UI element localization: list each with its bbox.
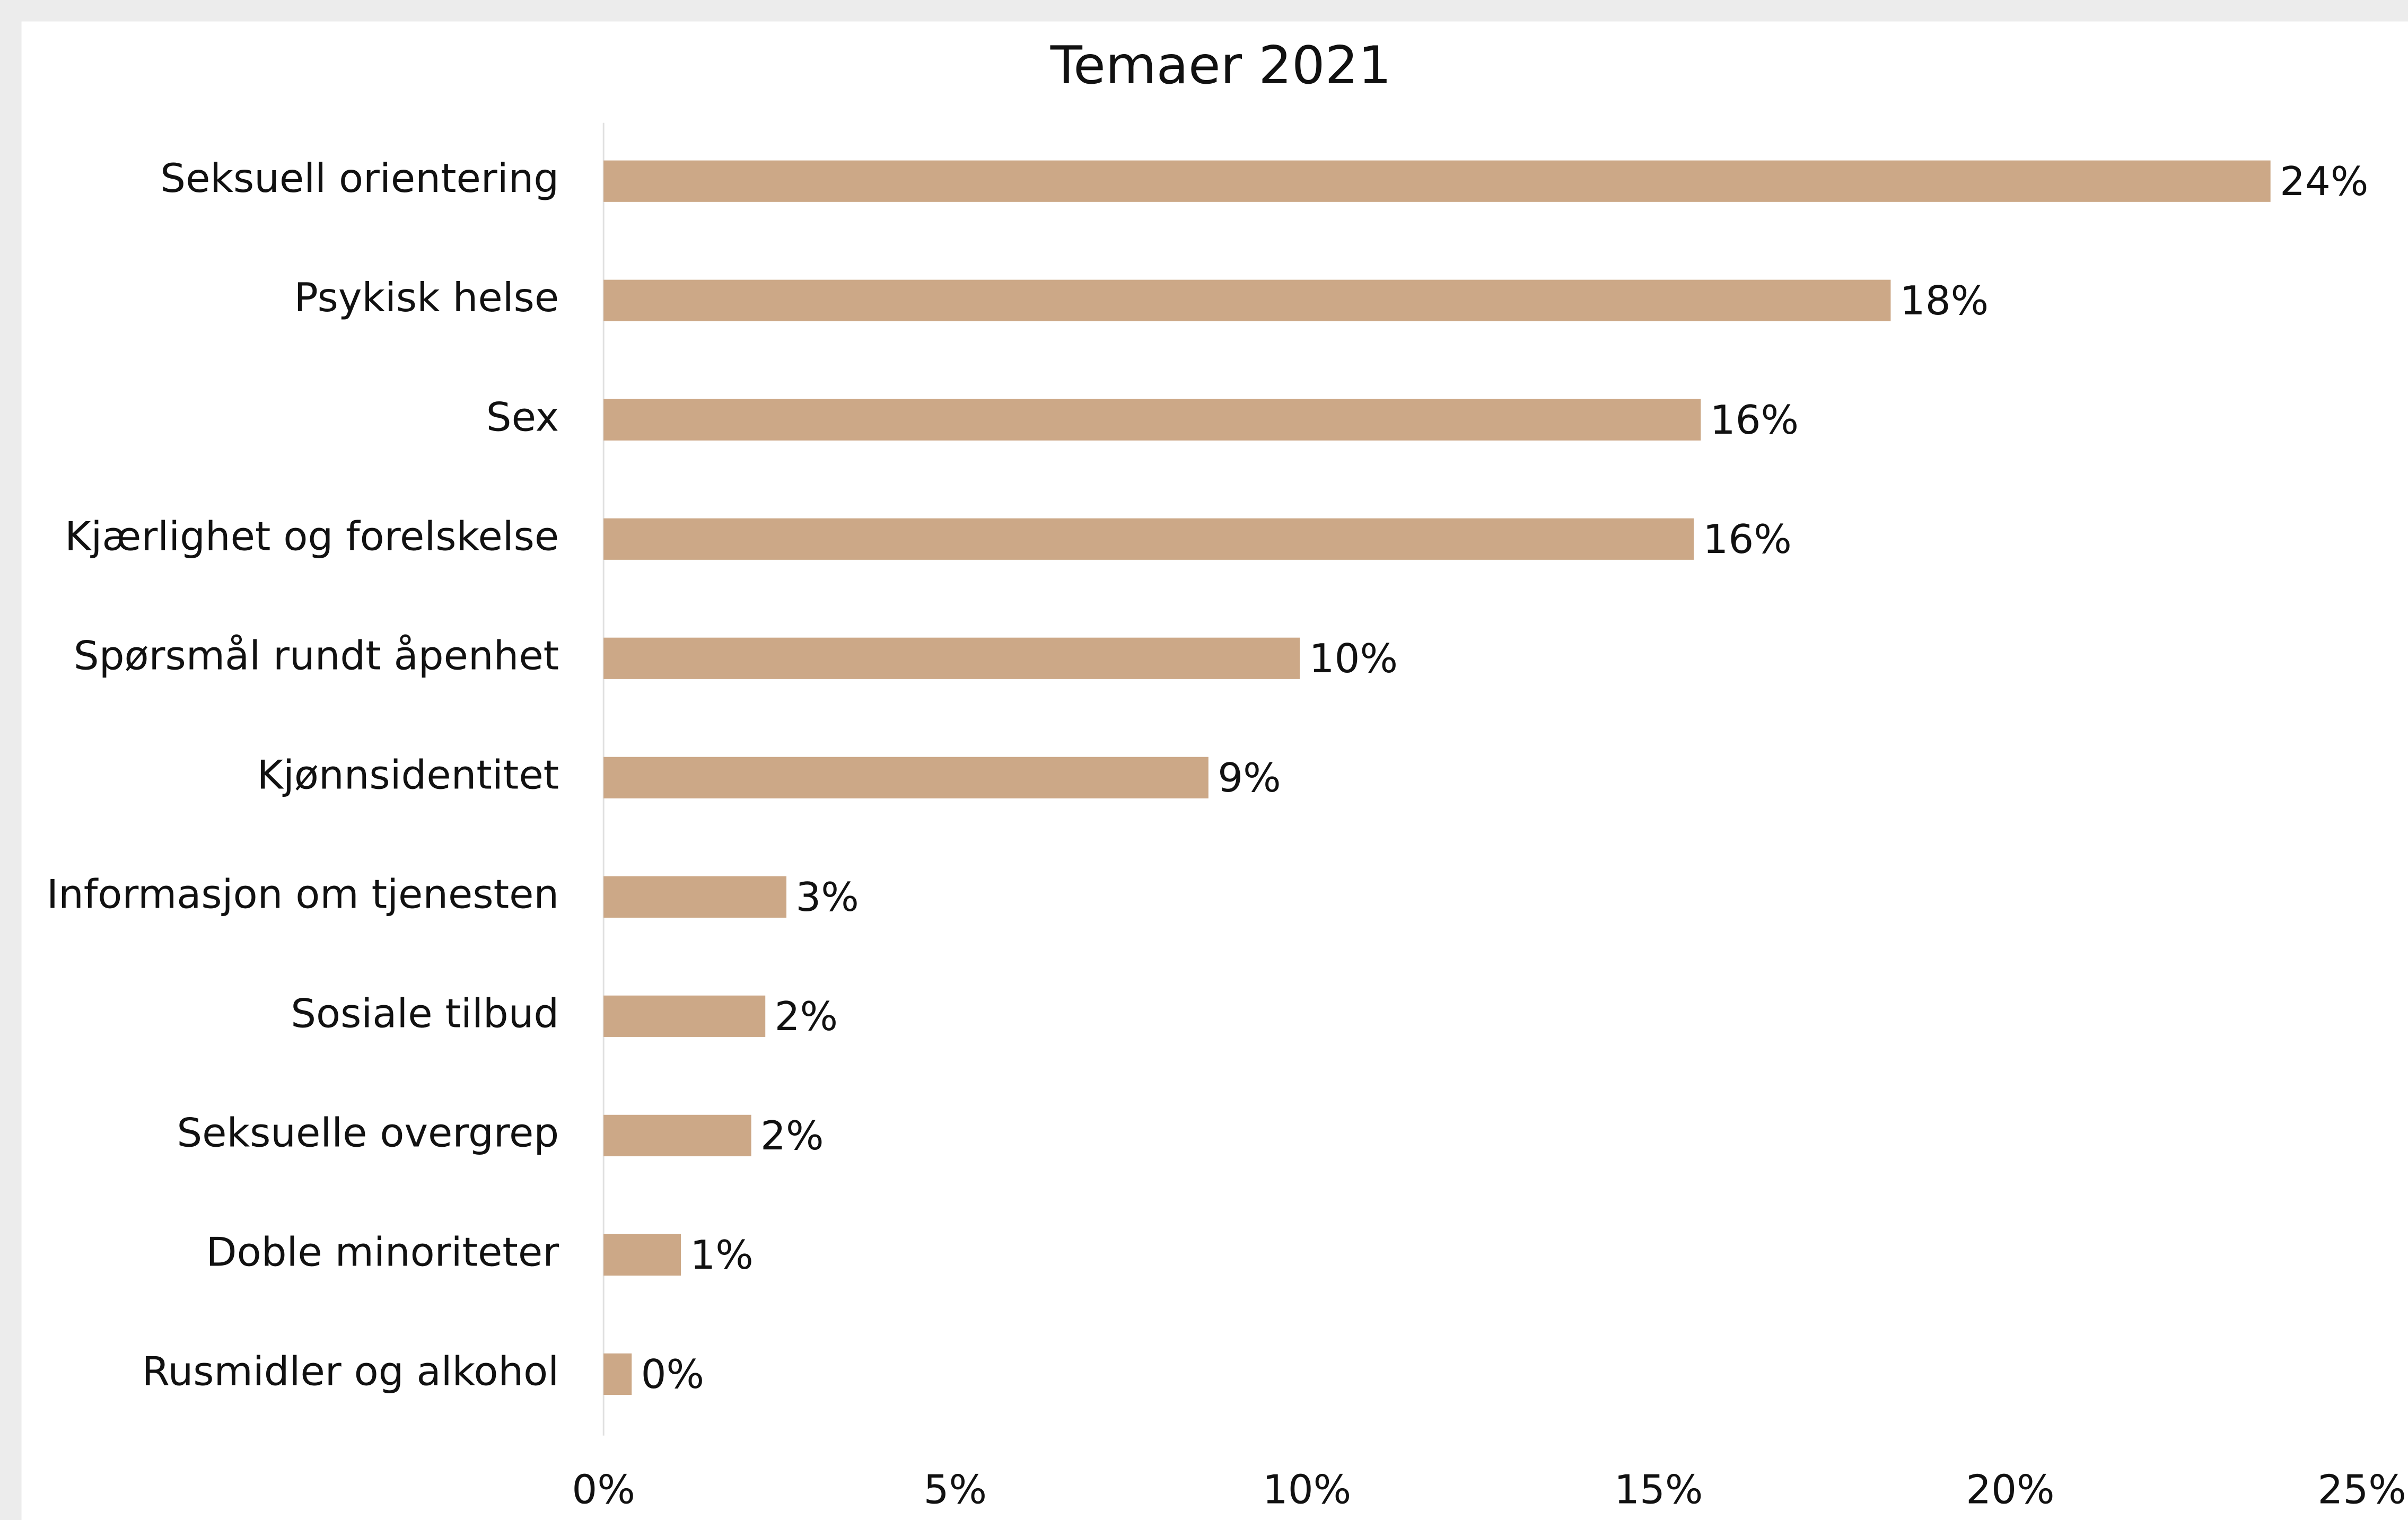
- chart-title: Temaer 2021: [1050, 36, 1391, 96]
- y-tick-label: Kjønnsidentitet: [257, 751, 559, 798]
- bar: [603, 160, 2271, 202]
- x-tick-label: 10%: [1263, 1466, 1351, 1513]
- bar: [603, 637, 1300, 679]
- bar: [603, 1114, 751, 1156]
- x-tick-label: 25%: [2317, 1466, 2406, 1513]
- bar: [603, 1353, 632, 1395]
- data-label: 16%: [1710, 397, 1799, 443]
- chart-background: [21, 21, 2408, 1520]
- data-label: 9%: [1218, 754, 1281, 801]
- y-tick-label: Doble minoriteter: [206, 1228, 559, 1275]
- data-label: 2%: [775, 993, 838, 1040]
- data-label: 1%: [690, 1232, 753, 1278]
- data-label: 18%: [1900, 277, 1989, 324]
- y-tick-label: Kjærlighet og forelskelse: [65, 513, 559, 559]
- bar: [603, 279, 1891, 321]
- bar: [603, 757, 1209, 798]
- data-label: 3%: [795, 874, 859, 920]
- data-label: 0%: [641, 1351, 704, 1398]
- y-tick-label: Sex: [486, 393, 559, 440]
- data-label: 2%: [760, 1112, 824, 1159]
- x-tick-label: 15%: [1614, 1466, 1703, 1513]
- bar: [603, 518, 1694, 560]
- x-tick-label: 20%: [1966, 1466, 2054, 1513]
- bar: [603, 1234, 681, 1276]
- y-tick-label: Sosiale tilbud: [291, 990, 559, 1036]
- y-tick-label: Spørsmål rundt åpenhet: [74, 632, 559, 679]
- y-tick-label: Seksuelle overgrep: [177, 1109, 559, 1156]
- bar: [603, 876, 787, 918]
- y-tick-label: Informasjon om tjenesten: [47, 871, 559, 917]
- x-tick-label: 0%: [572, 1466, 635, 1513]
- data-label: 16%: [1703, 516, 1791, 563]
- bar: [603, 399, 1701, 441]
- bar: [603, 995, 766, 1037]
- data-label: 10%: [1309, 635, 1398, 682]
- x-tick-label: 5%: [924, 1466, 987, 1513]
- y-tick-label: Psykisk helse: [294, 274, 559, 321]
- y-tick-label: Seksuell orientering: [160, 155, 559, 201]
- y-tick-label: Rusmidler og alkohol: [142, 1348, 559, 1394]
- data-label: 24%: [2280, 158, 2368, 205]
